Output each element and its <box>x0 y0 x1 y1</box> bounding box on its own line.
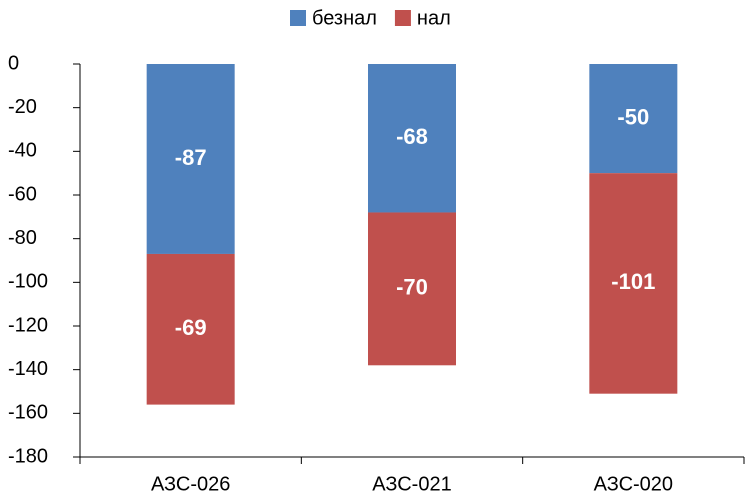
legend-label: нал <box>417 7 451 29</box>
data-label: -50 <box>617 104 649 129</box>
y-tick-label: -20 <box>8 96 37 118</box>
data-label: -87 <box>175 145 207 170</box>
bar-segment <box>146 253 235 405</box>
data-label: -69 <box>175 315 207 340</box>
bar-segment <box>146 64 235 254</box>
x-tick-label: АЗС-026 <box>151 473 230 495</box>
y-tick-label: -140 <box>8 358 48 380</box>
bar-segment <box>589 64 678 174</box>
y-tick-label: -80 <box>8 227 37 249</box>
y-tick-label: -160 <box>8 402 48 424</box>
bar-segment <box>589 173 678 394</box>
y-tick-label: 0 <box>8 52 19 74</box>
bar-segment <box>368 64 456 213</box>
y-tick-label: -100 <box>8 271 48 293</box>
y-tick-label: -40 <box>8 140 37 162</box>
y-tick-label: -120 <box>8 314 48 336</box>
x-tick-label: АЗС-020 <box>594 473 673 495</box>
data-label: -68 <box>396 124 428 149</box>
data-label: -70 <box>396 275 428 300</box>
bar-segment <box>368 212 456 366</box>
legend-swatch <box>290 10 306 26</box>
y-tick-label: -180 <box>8 445 48 467</box>
legend-swatch <box>394 10 411 26</box>
x-tick-label: АЗС-021 <box>372 473 451 495</box>
legend-label: безнал <box>312 7 377 29</box>
data-label: -101 <box>611 269 655 294</box>
y-tick-label: -60 <box>8 183 37 205</box>
